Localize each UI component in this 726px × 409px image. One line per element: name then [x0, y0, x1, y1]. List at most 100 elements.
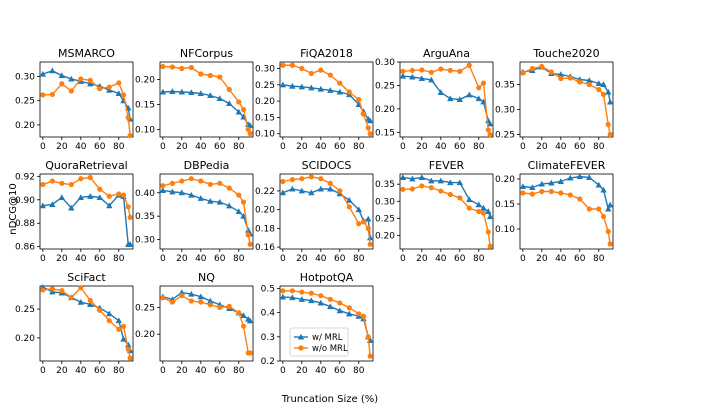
data-point-w-o-mrl	[207, 72, 213, 79]
data-point-w-mrl	[226, 202, 233, 209]
data-point-w-o-mrl	[308, 174, 314, 180]
data-point-w-mrl	[317, 85, 325, 92]
data-point-w-mrl	[327, 303, 334, 310]
data-point-w-o-mrl	[198, 71, 204, 77]
data-point-w-o-mrl	[367, 241, 373, 247]
x-tick-label: 20	[536, 254, 548, 264]
data-point-w-o-mrl	[49, 286, 55, 292]
data-point-w-o-mrl	[419, 67, 425, 73]
plot-frame	[279, 61, 374, 138]
data-point-w-o-mrl	[365, 225, 371, 231]
data-point-w-mrl	[567, 174, 574, 181]
data-point-w-o-mrl	[116, 80, 122, 86]
data-point-w-o-mrl	[596, 206, 602, 212]
data-point-w-o-mrl	[226, 185, 232, 191]
y-tick-label: 0.20	[255, 97, 275, 107]
data-point-w-o-mrl	[245, 232, 251, 238]
data-point-w-o-mrl	[188, 298, 194, 304]
data-point-w-o-mrl	[548, 188, 554, 195]
plot-frame	[159, 61, 254, 138]
subplot-fever: FEVER 0 20 40 60 80 0.20 0.25 0.30 0.35	[375, 159, 494, 264]
y-tick-label: 0.15	[255, 113, 275, 123]
data-point-w-o-mrl	[49, 178, 55, 184]
data-point-w-mrl	[480, 204, 487, 211]
x-tick-label: 0	[520, 254, 526, 264]
data-point-w-mrl	[77, 298, 85, 305]
x-tick-label: 60	[334, 142, 346, 152]
y-tick-label: 0.16	[255, 243, 275, 253]
data-point-w-o-mrl	[289, 288, 295, 294]
series-line-w-mrl	[42, 194, 131, 246]
data-point-w-o-mrl	[188, 64, 194, 71]
y-tick-label: 0.20	[375, 231, 395, 241]
x-tick-label: 80	[593, 254, 605, 264]
x-tick-label: 0	[160, 366, 166, 376]
data-point-w-mrl	[519, 183, 527, 190]
x-tick-label: 60	[94, 254, 106, 264]
data-point-w-o-mrl	[476, 208, 482, 215]
data-point-w-o-mrl	[97, 186, 103, 192]
data-point-w-o-mrl	[127, 355, 133, 361]
x-tick-label: 0	[280, 366, 286, 376]
data-point-w-o-mrl	[120, 192, 127, 198]
data-point-w-o-mrl	[438, 188, 444, 194]
subplot-title: DBPedia	[184, 159, 230, 172]
x-tick-label: 40	[75, 142, 87, 152]
data-point-w-o-mrl	[577, 196, 583, 202]
x-tick-label: 40	[195, 142, 207, 152]
data-point-w-o-mrl	[409, 67, 415, 74]
x-tick-label: 80	[113, 254, 125, 264]
plot-frame	[39, 61, 134, 138]
series-line-w-mrl	[42, 286, 131, 351]
x-tick-label: 60	[214, 366, 226, 376]
subplot-title: SciFact	[67, 271, 106, 284]
data-point-w-o-mrl	[367, 353, 373, 359]
data-point-w-o-mrl	[236, 310, 242, 316]
x-tick-label: 40	[195, 254, 207, 264]
data-point-w-o-mrl	[198, 178, 204, 184]
subplot-scidocs: SCIDOCS 0 20 40 60 80 0.16 0.18 0.20 0.22	[255, 159, 374, 264]
data-point-w-mrl	[159, 187, 167, 193]
data-point-w-mrl	[548, 179, 555, 186]
data-point-w-o-mrl	[169, 180, 175, 186]
data-point-w-o-mrl	[480, 210, 487, 216]
data-point-w-mrl	[68, 75, 75, 82]
x-tick-label: 20	[416, 142, 428, 152]
data-point-w-o-mrl	[217, 180, 223, 186]
data-point-w-o-mrl	[447, 67, 453, 74]
data-point-w-o-mrl	[106, 318, 112, 324]
subplot-nq: NQ 0 20 40 60 80 0.20 0.25	[135, 271, 254, 376]
data-point-w-o-mrl	[529, 65, 535, 72]
series-line-w-o-mrl	[162, 294, 251, 354]
data-point-w-mrl	[399, 174, 407, 180]
y-tick-label: 0.35	[375, 180, 395, 190]
data-point-w-mrl	[87, 301, 94, 308]
data-point-w-mrl	[115, 90, 122, 97]
data-point-w-o-mrl	[558, 190, 564, 196]
data-point-w-o-mrl	[457, 195, 463, 201]
legend-label-w-o-mrl: w/o MRL	[312, 344, 348, 354]
data-point-w-mrl	[600, 186, 607, 193]
x-tick-label: 40	[435, 142, 447, 152]
x-tick-label: 20	[296, 142, 308, 152]
data-point-w-mrl	[125, 341, 132, 348]
subplot-title: MSMARCO	[58, 47, 115, 60]
data-point-w-mrl	[428, 76, 435, 83]
data-point-w-mrl	[87, 193, 94, 199]
plot-frame	[519, 61, 614, 138]
x-tick-label: 0	[280, 254, 286, 264]
data-point-w-mrl	[576, 173, 583, 180]
data-point-w-o-mrl	[236, 99, 242, 105]
y-tick-label: 0.20	[375, 105, 395, 115]
data-point-w-o-mrl	[240, 106, 247, 113]
data-point-w-o-mrl	[179, 178, 185, 184]
data-point-w-mrl	[586, 174, 593, 181]
data-point-w-o-mrl	[367, 131, 373, 137]
data-point-w-o-mrl	[169, 64, 175, 70]
data-point-w-o-mrl	[40, 181, 46, 188]
data-point-w-mrl	[197, 90, 205, 97]
data-point-w-mrl	[586, 77, 593, 84]
data-point-w-o-mrl	[360, 111, 367, 117]
y-tick-label: 0.25	[135, 303, 155, 313]
data-point-w-o-mrl	[356, 96, 362, 103]
